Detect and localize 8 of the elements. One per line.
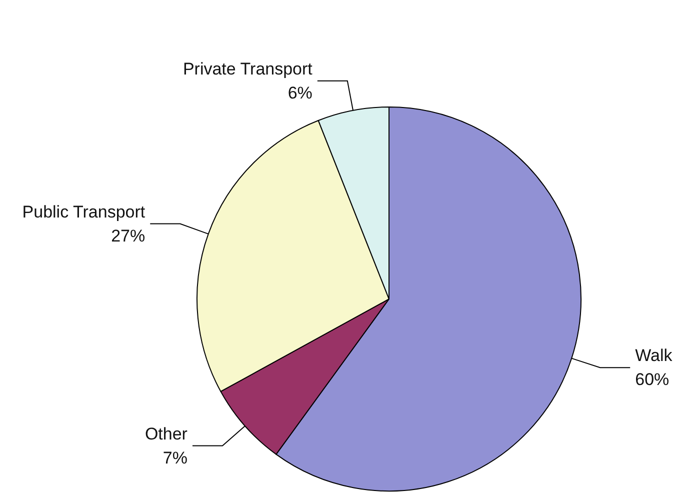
slice-label: Private Transport bbox=[182, 59, 313, 78]
data-label: 27% bbox=[111, 226, 146, 246]
slice-label: Other bbox=[144, 424, 188, 444]
data-label: 60% bbox=[635, 370, 670, 390]
data-label: 6% bbox=[288, 83, 312, 102]
slice-label: Walk bbox=[635, 346, 673, 366]
data-label: 7% bbox=[162, 448, 188, 468]
slice-label: Public Transport bbox=[22, 202, 146, 222]
